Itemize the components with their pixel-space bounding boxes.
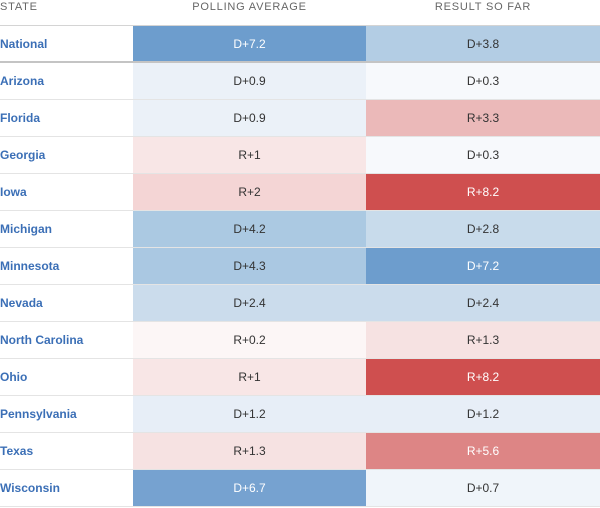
- result-so-far-cell: D+0.3: [366, 137, 600, 173]
- polling-average-cell: D+6.7: [133, 470, 366, 506]
- polling-average-cell: R+1: [133, 137, 366, 173]
- state-name-link[interactable]: Texas: [0, 444, 34, 458]
- result-so-far-cell: D+1.2: [366, 396, 600, 432]
- table-row: Texas R+1.3 R+5.6: [0, 433, 600, 470]
- result-so-far-cell: D+0.3: [366, 63, 600, 99]
- table-row: National D+7.2 D+3.8: [0, 26, 600, 63]
- polling-average-cell: D+1.2: [133, 396, 366, 432]
- result-so-far-cell: D+2.8: [366, 211, 600, 247]
- polling-average-cell: D+4.2: [133, 211, 366, 247]
- table-row: Minnesota D+4.3 D+7.2: [0, 248, 600, 285]
- table-body: National D+7.2 D+3.8 Arizona D+0.9 D+0.3 Flori…: [0, 26, 600, 507]
- state-name-link[interactable]: Iowa: [0, 185, 27, 199]
- state-name-link[interactable]: Nevada: [0, 296, 43, 310]
- table-row: Pennsylvania D+1.2 D+1.2: [0, 396, 600, 433]
- state-name-link[interactable]: Michigan: [0, 222, 53, 236]
- table-row: Georgia R+1 D+0.3: [0, 137, 600, 174]
- state-name-link[interactable]: Georgia: [0, 148, 46, 162]
- result-so-far-cell: D+3.8: [366, 26, 600, 61]
- column-header-polling-average[interactable]: POLLING AVERAGE: [192, 1, 307, 13]
- result-so-far-cell: D+7.2: [366, 248, 600, 284]
- state-name-link[interactable]: Ohio: [0, 370, 28, 384]
- state-name-link[interactable]: Minnesota: [0, 259, 60, 273]
- polling-average-cell: R+1.3: [133, 433, 366, 469]
- table-row: North Carolina R+0.2 R+1.3: [0, 322, 600, 359]
- polling-average-cell: R+0.2: [133, 322, 366, 358]
- polling-average-cell: R+1: [133, 359, 366, 395]
- result-so-far-cell: R+8.2: [366, 174, 600, 210]
- state-name-link[interactable]: Pennsylvania: [0, 407, 77, 421]
- table-header: STATE POLLING AVERAGE RESULT SO FAR: [0, 0, 600, 26]
- result-so-far-cell: D+2.4: [366, 285, 600, 321]
- state-name-link[interactable]: Arizona: [0, 74, 45, 88]
- polling-average-cell: D+7.2: [133, 26, 366, 61]
- state-name-link[interactable]: National: [0, 36, 48, 51]
- polling-average-cell: R+2: [133, 174, 366, 210]
- result-so-far-cell: R+3.3: [366, 100, 600, 136]
- table-row: Michigan D+4.2 D+2.8: [0, 211, 600, 248]
- table-row: Ohio R+1 R+8.2: [0, 359, 600, 396]
- state-name-link[interactable]: Wisconsin: [0, 481, 60, 495]
- column-header-state[interactable]: STATE: [0, 1, 38, 13]
- state-name-link[interactable]: North Carolina: [0, 333, 84, 347]
- polling-average-cell: D+0.9: [133, 63, 366, 99]
- result-so-far-cell: R+5.6: [366, 433, 600, 469]
- table-row: Iowa R+2 R+8.2: [0, 174, 600, 211]
- table-row: Florida D+0.9 R+3.3: [0, 100, 600, 137]
- polling-average-cell: D+2.4: [133, 285, 366, 321]
- result-so-far-cell: D+0.7: [366, 470, 600, 506]
- polling-average-cell: D+4.3: [133, 248, 366, 284]
- column-header-result-so-far[interactable]: RESULT SO FAR: [434, 1, 532, 13]
- state-name-link[interactable]: Florida: [0, 111, 41, 125]
- table-row: Arizona D+0.9 D+0.3: [0, 63, 600, 100]
- result-so-far-cell: R+1.3: [366, 322, 600, 358]
- result-so-far-cell: R+8.2: [366, 359, 600, 395]
- polling-average-cell: D+0.9: [133, 100, 366, 136]
- table-row: Nevada D+2.4 D+2.4: [0, 285, 600, 322]
- table-row: Wisconsin D+6.7 D+0.7: [0, 470, 600, 507]
